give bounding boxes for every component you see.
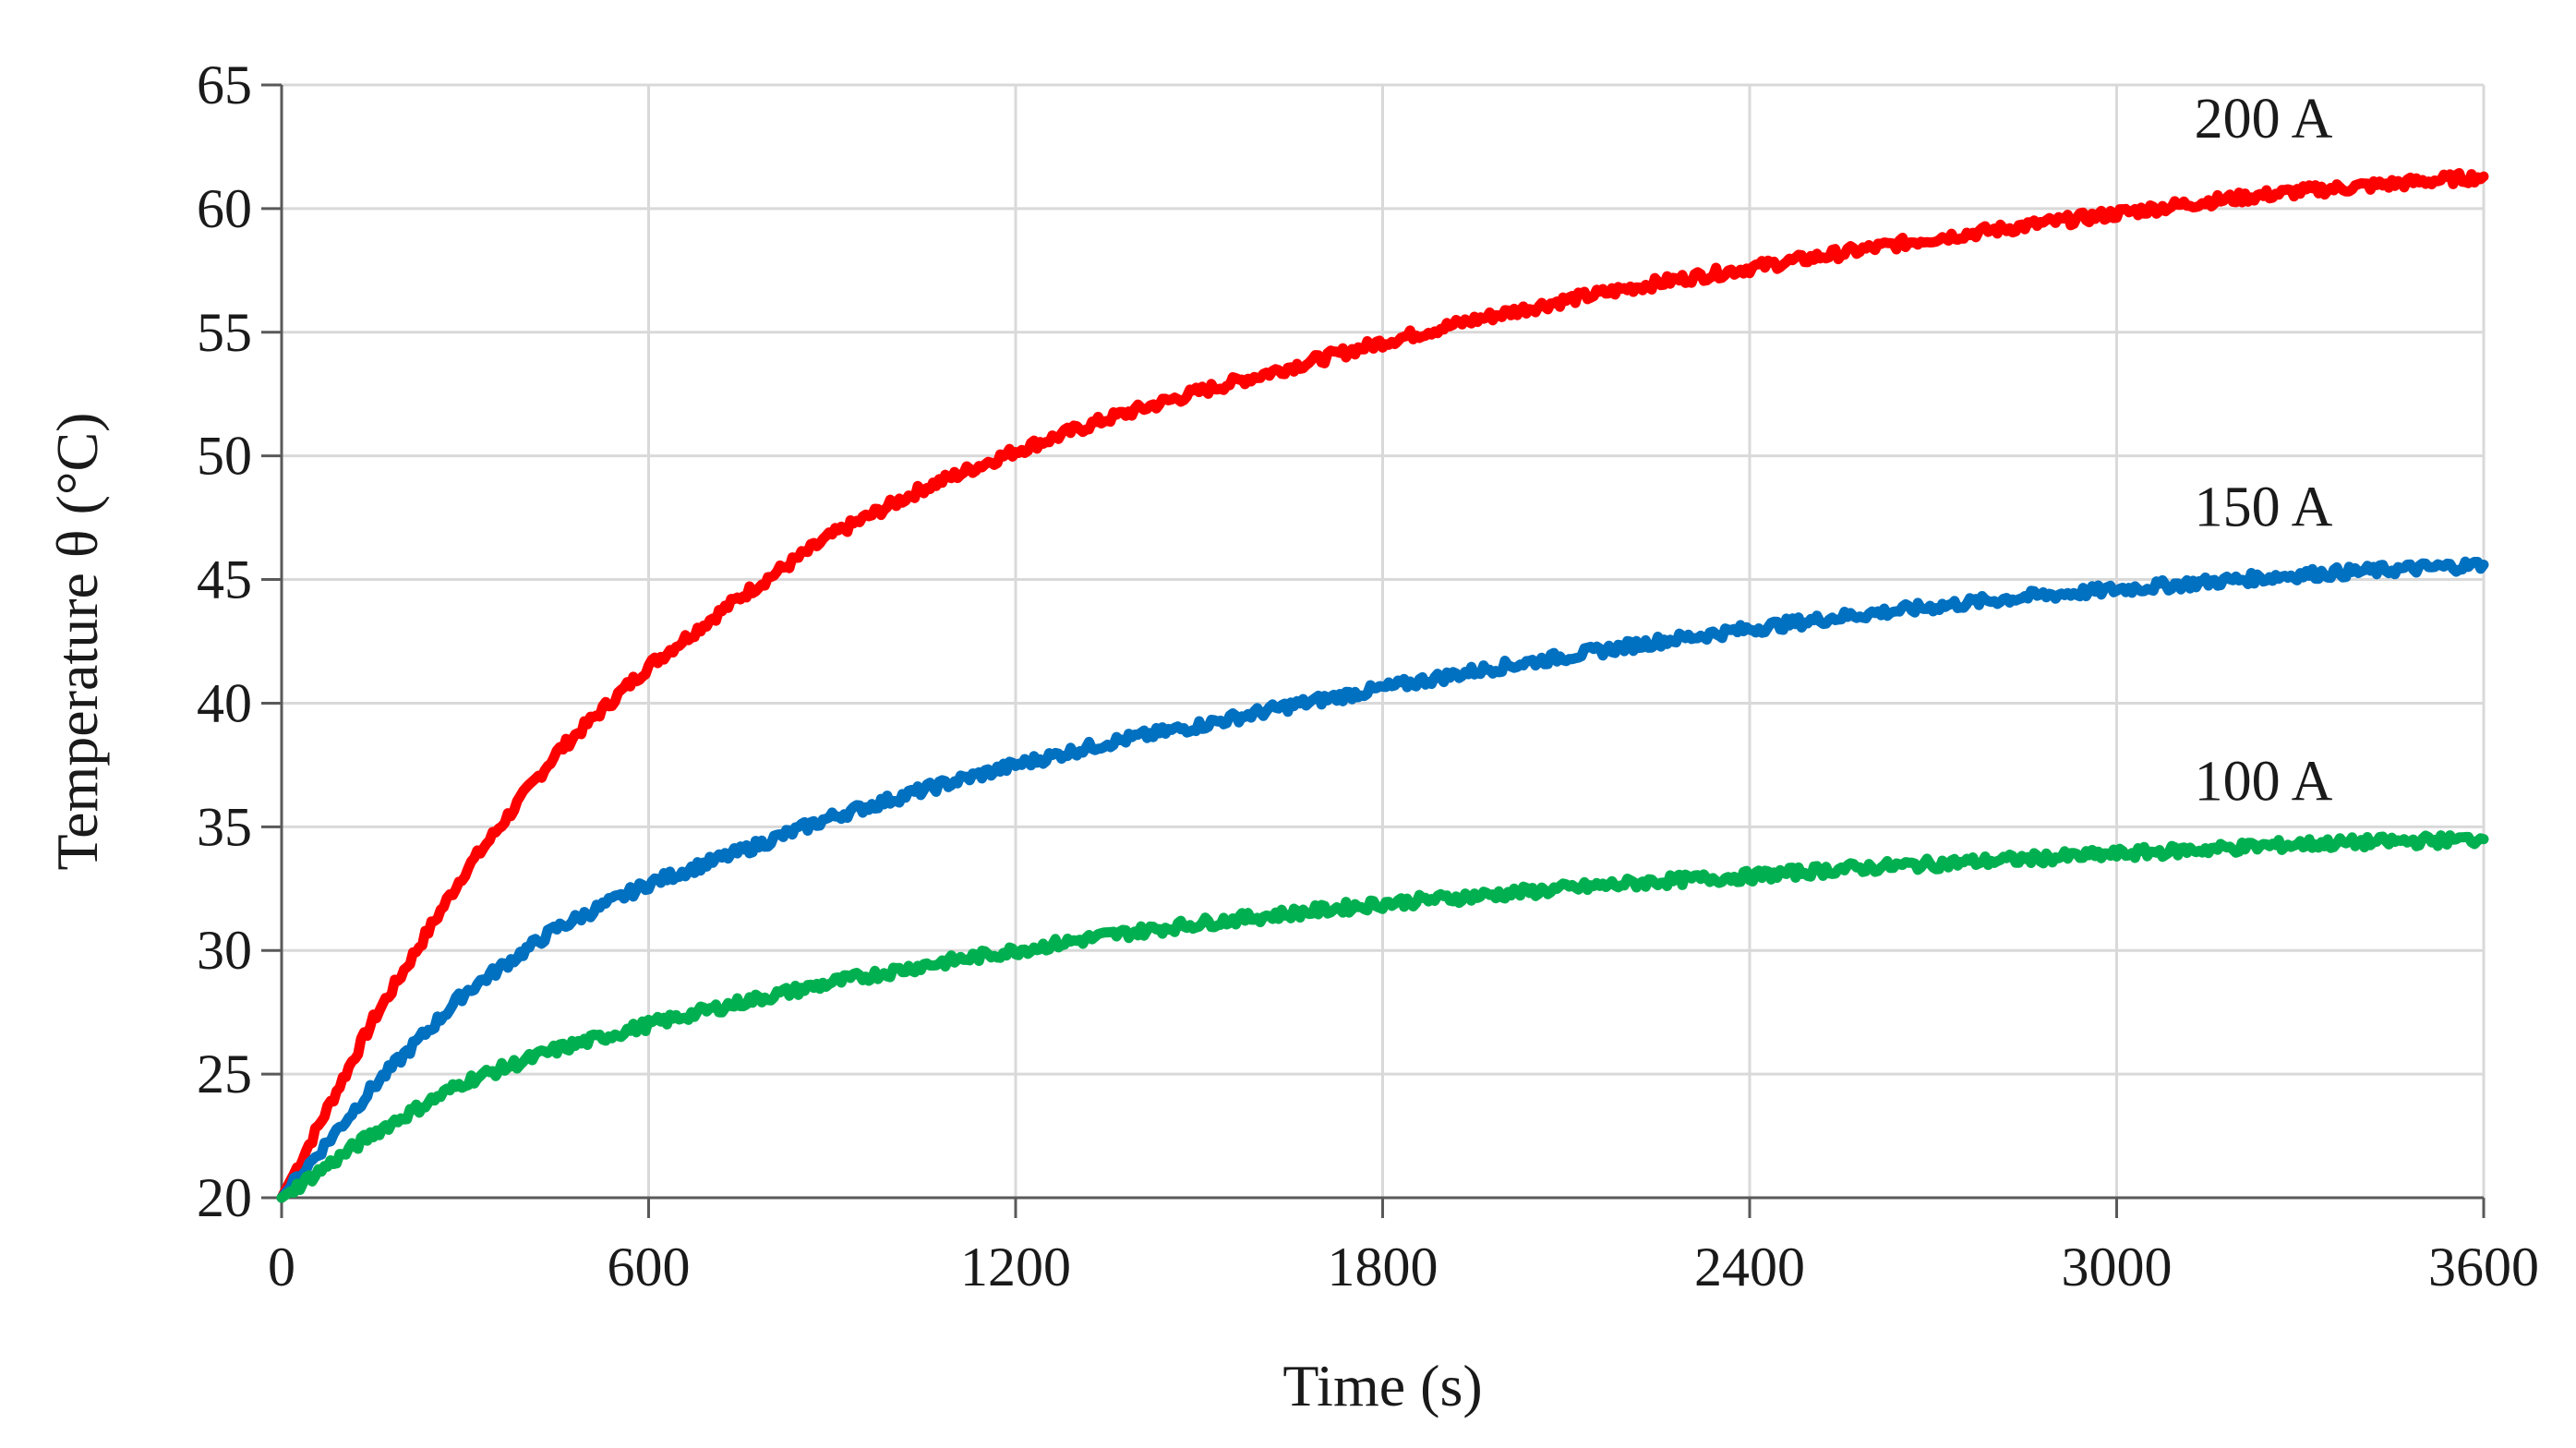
- y-tick-label: 50: [197, 426, 252, 487]
- series-layer: [276, 168, 2489, 1203]
- x-tick-label: 3000: [2062, 1237, 2173, 1297]
- series-label-200a: 200 A: [2195, 88, 2333, 151]
- series-line-150a: [276, 556, 2489, 1203]
- x-tick-label: 2400: [1694, 1237, 1805, 1297]
- x-tick-label: 600: [608, 1237, 691, 1297]
- y-tick-label: 20: [197, 1167, 252, 1228]
- series-line-200a: [276, 168, 2489, 1203]
- y-tick-label: 30: [197, 920, 252, 981]
- y-tick-label: 40: [197, 672, 252, 733]
- x-axis-title: Time (s): [1282, 1353, 1482, 1418]
- labels: 20 25 30 35 40 45 50 55 60 65 0 600 1200 1800 2400 3000…: [197, 54, 2539, 1297]
- series-line-100a: [276, 830, 2489, 1203]
- x-tick-label: 1200: [960, 1237, 1071, 1297]
- series-label-100a: 100 A: [2195, 751, 2333, 814]
- x-tick-label: 3600: [2428, 1237, 2539, 1297]
- y-tick-label: 55: [197, 302, 252, 363]
- y-tick-label: 60: [197, 178, 252, 239]
- y-tick-label: 25: [197, 1044, 252, 1104]
- y-tick-label: 45: [197, 549, 252, 610]
- y-tick-label: 35: [197, 796, 252, 857]
- series-label-150a: 150 A: [2195, 476, 2333, 538]
- y-axis-title: Temperature θ (°C): [44, 413, 110, 871]
- x-tick-label: 0: [268, 1237, 295, 1297]
- axes: [261, 83, 2486, 1218]
- x-tick-label: 1800: [1328, 1237, 1438, 1297]
- y-tick-label: 65: [197, 54, 252, 115]
- grid: [282, 83, 2486, 1198]
